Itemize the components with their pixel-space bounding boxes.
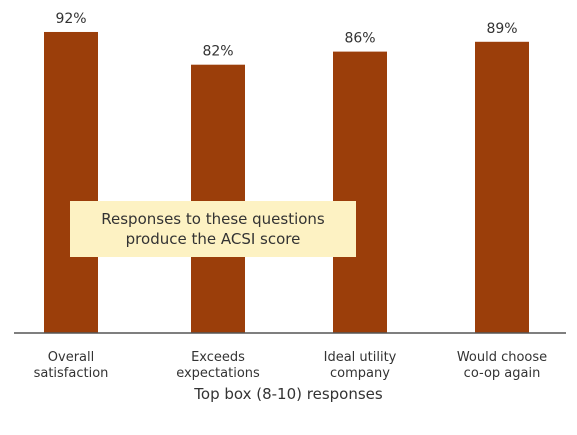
- value-label-1: 92%: [55, 11, 86, 27]
- category-label-3-line-2: company: [330, 366, 390, 381]
- category-label-4-line-1: Would choose: [457, 350, 547, 365]
- value-label-4: 89%: [486, 21, 517, 37]
- bar-4: [475, 41, 529, 334]
- value-label-3: 86%: [344, 31, 375, 47]
- bar-3: [333, 51, 387, 333]
- category-label-2-line-1: Exceeds: [191, 350, 245, 365]
- category-label-3-line-1: Ideal utility: [324, 350, 397, 365]
- category-label-2-line-2: expectations: [176, 366, 260, 381]
- value-label-2: 82%: [202, 44, 233, 60]
- category-label-1-line-1: Overall: [48, 350, 94, 365]
- x-axis-title: Top box (8-10) responses: [194, 385, 383, 403]
- bar-2: [191, 64, 245, 334]
- annotation-line-1: Responses to these questions: [101, 210, 325, 228]
- annotation-line-2: produce the ACSI score: [125, 230, 301, 248]
- bars-group: [44, 31, 529, 334]
- category-label-4-line-2: co-op again: [464, 366, 541, 381]
- category-label-1-line-2: satisfaction: [34, 366, 109, 381]
- value-labels-group: 92% 82% 86% 89%: [55, 11, 517, 60]
- acsi-annotation-box: Responses to these questions produce the…: [70, 201, 356, 257]
- bar-1: [44, 31, 98, 333]
